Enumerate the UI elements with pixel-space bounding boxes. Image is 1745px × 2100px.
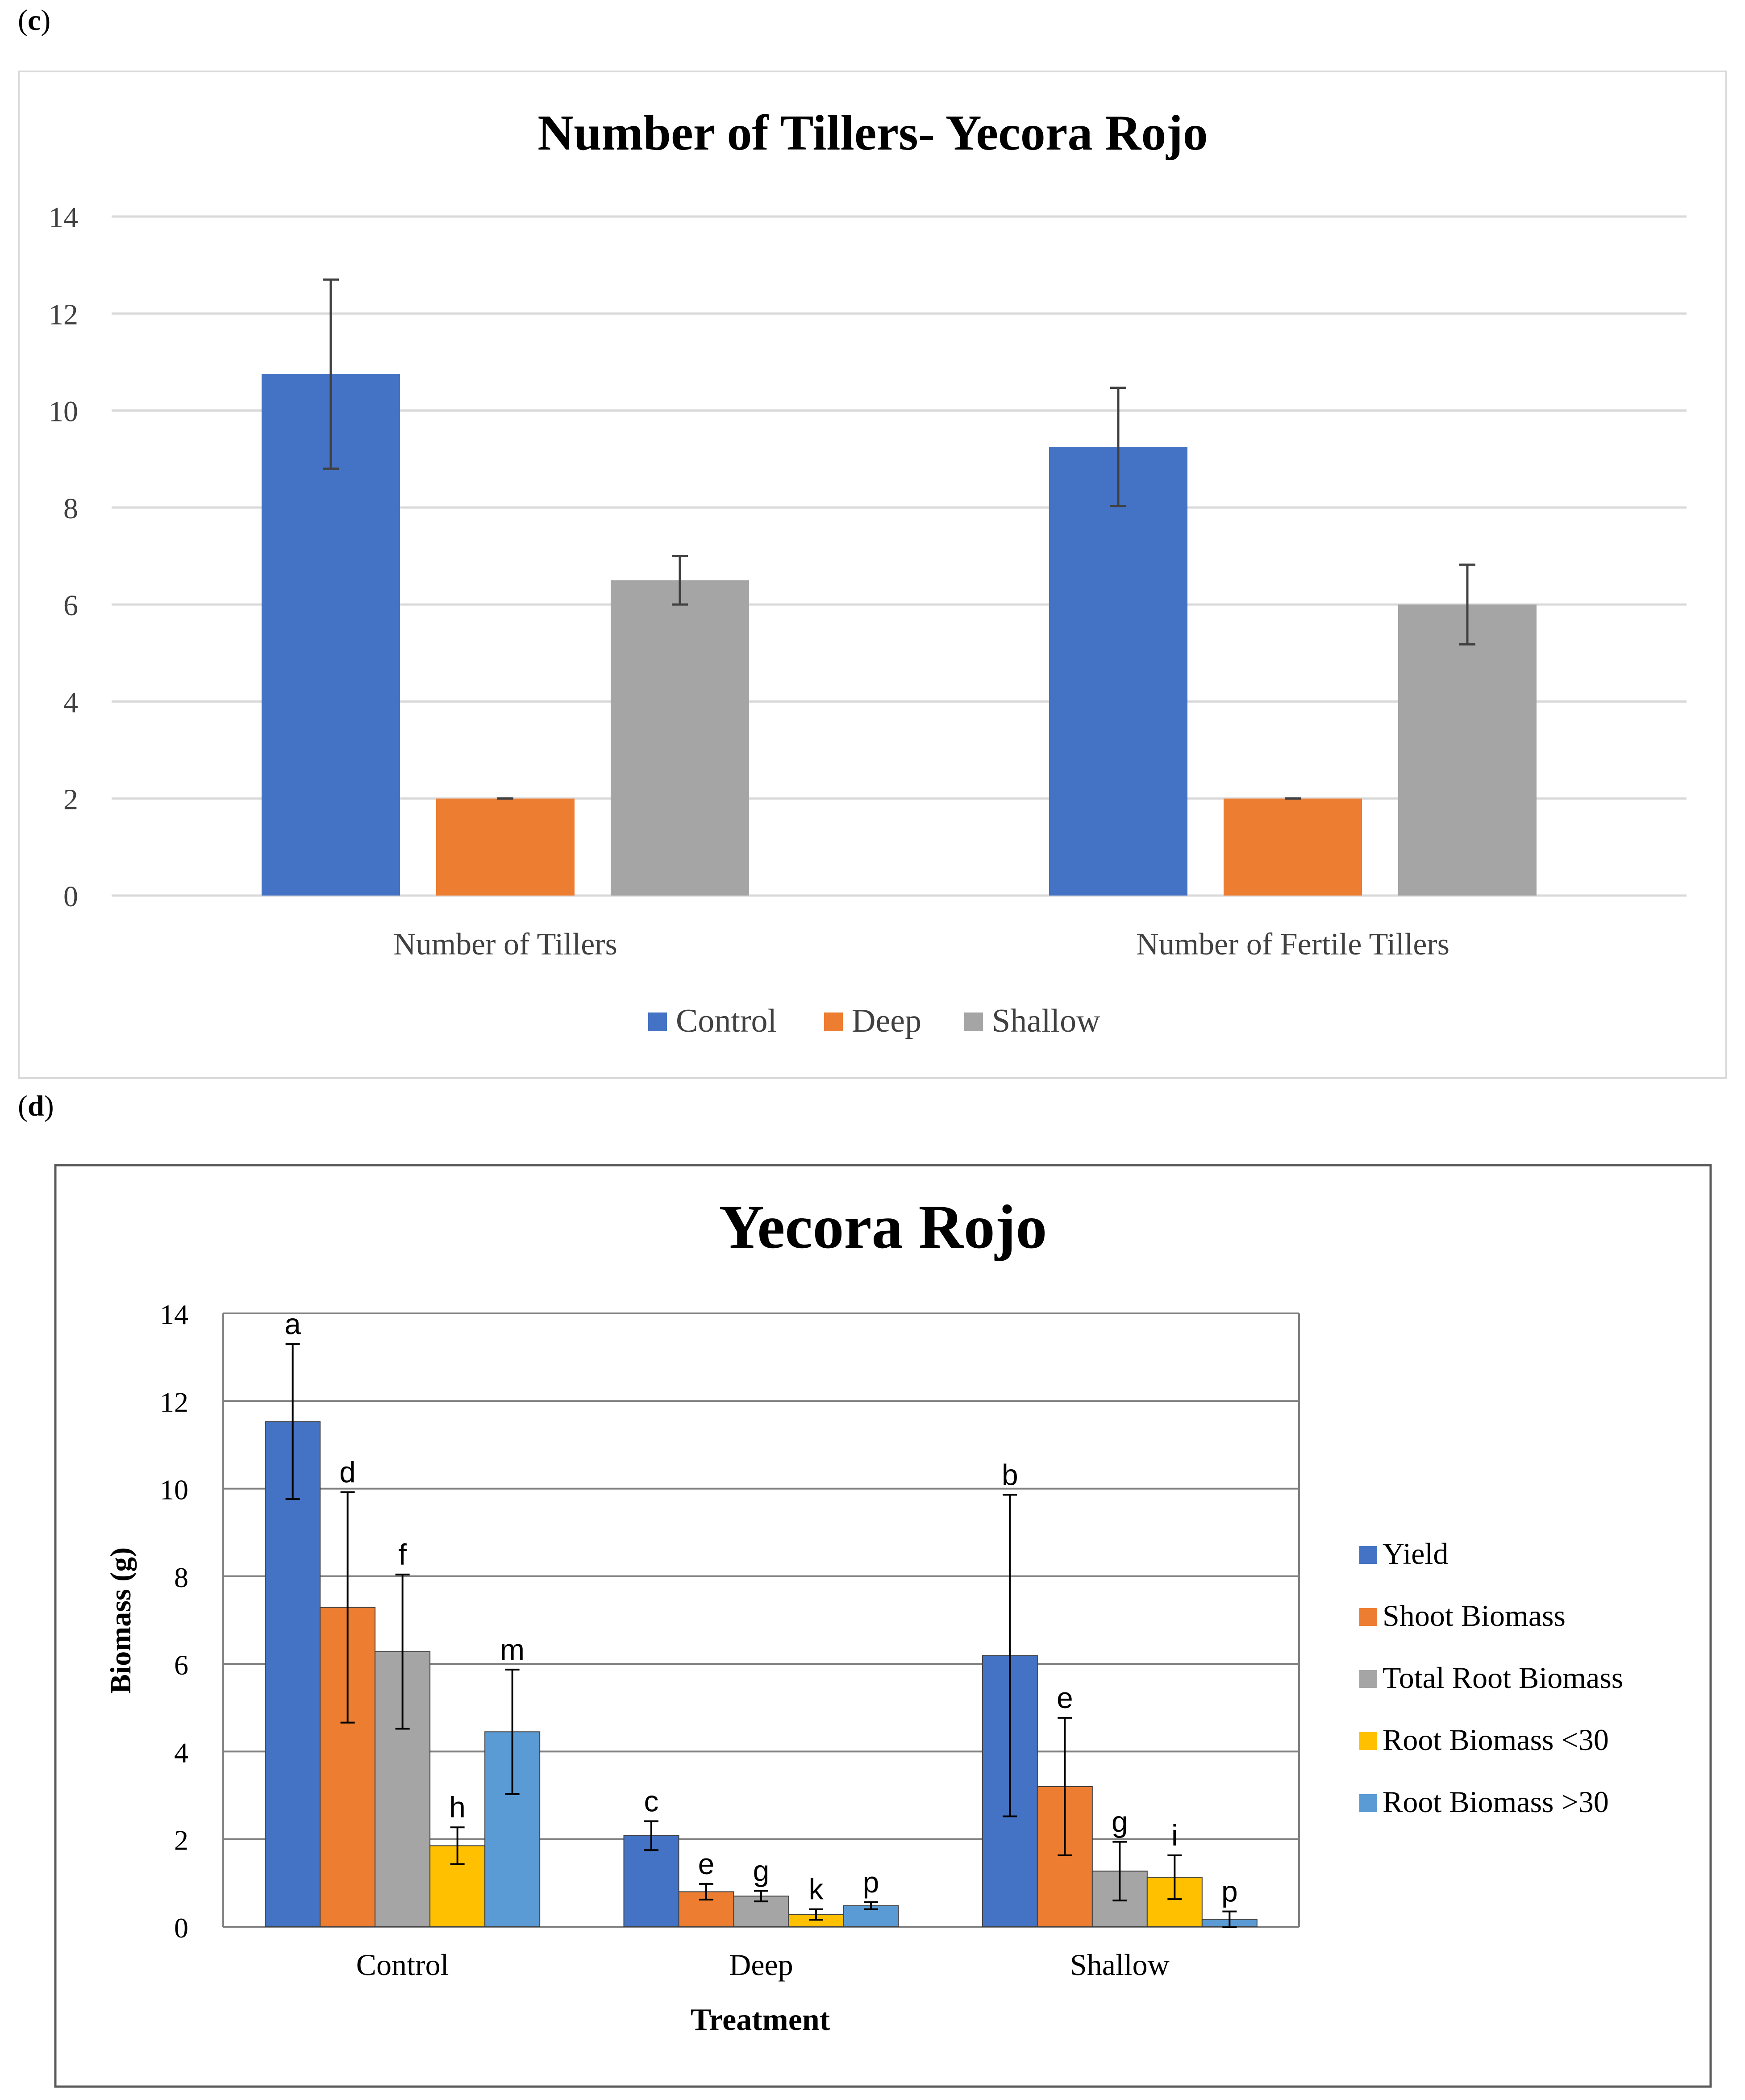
chart-d-error-bar bbox=[809, 1908, 823, 1921]
chart-d-y-tick-label: 0 bbox=[174, 1912, 188, 1944]
chart-d-title: Yecora Rojo bbox=[719, 1192, 1047, 1262]
chart-d-error-bar bbox=[699, 1883, 713, 1901]
chart-c-error-bar bbox=[1459, 563, 1475, 646]
chart-c-y-tick-label: 10 bbox=[49, 396, 78, 428]
chart-d-x-tick-label: Deep bbox=[729, 1948, 793, 1982]
chart-d-legend-swatch bbox=[1359, 1608, 1377, 1626]
chart-c-title: Number of Tillers- Yecora Rojo bbox=[537, 105, 1208, 161]
chart-d-legend-label: Root Biomass >30 bbox=[1383, 1785, 1609, 1819]
chart-d-significance-letter: d bbox=[339, 1455, 356, 1488]
chart-d-legend-label: Shoot Biomass bbox=[1383, 1599, 1566, 1633]
chart-d-error-bar bbox=[285, 1343, 300, 1500]
chart-d-significance-letter: e bbox=[698, 1847, 715, 1880]
chart-d-significance-letter: p bbox=[863, 1866, 879, 1899]
chart-d-error-bar bbox=[505, 1668, 520, 1795]
chart-d-significance-letter: b bbox=[1002, 1458, 1018, 1491]
chart-c-bar bbox=[1398, 604, 1537, 896]
chart-c-y-tick-label: 2 bbox=[63, 783, 78, 816]
chart-c-y-tick-label: 0 bbox=[63, 880, 78, 913]
chart-d-legend-swatch bbox=[1359, 1794, 1377, 1812]
chart-d-error-bar bbox=[1167, 1854, 1182, 1900]
chart-d-error-bar bbox=[1058, 1717, 1072, 1857]
chart-c-error-bar bbox=[323, 278, 339, 470]
chart-d-legend-swatch bbox=[1359, 1546, 1377, 1564]
chart-d-y-tick-label: 2 bbox=[174, 1825, 188, 1856]
chart-c-legend-label: Deep bbox=[852, 1003, 921, 1039]
chart-d-y-tick-label: 4 bbox=[174, 1737, 188, 1768]
chart-d-error-bar bbox=[395, 1573, 410, 1730]
chart-d-error-bar bbox=[1222, 1910, 1237, 1928]
chart-d-error-bar bbox=[1112, 1841, 1127, 1902]
chart-c-legend-swatch bbox=[964, 1012, 983, 1031]
chart-d-legend-label: Yield bbox=[1383, 1537, 1448, 1571]
chart-d-significance-letter: p bbox=[1221, 1875, 1238, 1908]
chart-d-legend-swatch bbox=[1359, 1670, 1377, 1688]
chart-d-significance-letter: k bbox=[809, 1873, 824, 1906]
chart-d-x-axis-title: Treatment bbox=[691, 2003, 830, 2037]
chart-d-y-tick-label: 10 bbox=[160, 1474, 188, 1506]
chart-d-error-bar bbox=[450, 1826, 465, 1865]
chart-d-error-bar bbox=[340, 1491, 355, 1724]
chart-d-significance-letter: i bbox=[1171, 1819, 1178, 1852]
chart-d-legend-swatch bbox=[1359, 1732, 1377, 1750]
chart-d-error-bar bbox=[864, 1901, 878, 1910]
chart-d-significance-letter: g bbox=[753, 1854, 770, 1888]
chart-c-bar bbox=[436, 798, 575, 896]
chart-c-y-tick-label: 4 bbox=[63, 686, 78, 719]
chart-c-y-tick-label: 6 bbox=[63, 589, 78, 622]
chart-c-y-tick-label: 14 bbox=[49, 201, 78, 234]
chart-d-significance-letter: h bbox=[449, 1791, 466, 1824]
chart-c-legend-swatch bbox=[824, 1012, 843, 1031]
panel-c-label: (c) bbox=[18, 4, 51, 37]
chart-c-legend-swatch bbox=[648, 1012, 667, 1031]
chart-c-legend-label: Control bbox=[676, 1003, 777, 1039]
chart-c-bar bbox=[1049, 447, 1187, 896]
chart-d-significance-letter: m bbox=[500, 1633, 525, 1666]
chart-c-x-tick-label: Number of Fertile Tillers bbox=[1136, 927, 1449, 962]
chart-c-bar bbox=[611, 580, 749, 896]
chart-d-error-bar bbox=[644, 1820, 658, 1851]
chart-d-significance-letter: c bbox=[644, 1784, 659, 1817]
chart-d-y-tick-label: 14 bbox=[160, 1299, 188, 1330]
chart-d-legend-label: Root Biomass <30 bbox=[1383, 1723, 1609, 1757]
chart-c-legend-label: Shallow bbox=[992, 1003, 1100, 1039]
chart-d-error-bar bbox=[1003, 1494, 1017, 1817]
chart-d-x-tick-label: Control bbox=[356, 1948, 449, 1982]
chart-d-error-bar bbox=[754, 1890, 768, 1903]
chart-d-bar bbox=[265, 1421, 321, 1927]
chart-d-y-axis-title: Biomass (g) bbox=[104, 1547, 137, 1694]
chart-c-x-tick-label: Number of Tillers bbox=[393, 927, 617, 962]
chart-c-y-tick-label: 8 bbox=[63, 492, 78, 525]
chart-d-y-tick-label: 12 bbox=[160, 1386, 188, 1418]
chart-d-x-tick-label: Shallow bbox=[1070, 1948, 1170, 1982]
chart-c-error-bar bbox=[672, 555, 688, 606]
chart-c-error-bar bbox=[1110, 387, 1126, 508]
chart-d-significance-letter: f bbox=[398, 1538, 407, 1571]
chart-d-legend-label: Total Root Biomass bbox=[1383, 1661, 1623, 1695]
chart-d-significance-letter: a bbox=[284, 1308, 301, 1341]
chart-d-significance-letter: g bbox=[1112, 1805, 1128, 1838]
chart-d-y-tick-label: 8 bbox=[174, 1562, 188, 1593]
chart-d-y-tick-label: 6 bbox=[174, 1649, 188, 1681]
chart-c-bar bbox=[1224, 798, 1362, 896]
chart-d-significance-letter: e bbox=[1057, 1681, 1073, 1714]
chart-c-y-tick-label: 12 bbox=[49, 298, 78, 331]
panel-d-label: (d) bbox=[18, 1090, 54, 1122]
